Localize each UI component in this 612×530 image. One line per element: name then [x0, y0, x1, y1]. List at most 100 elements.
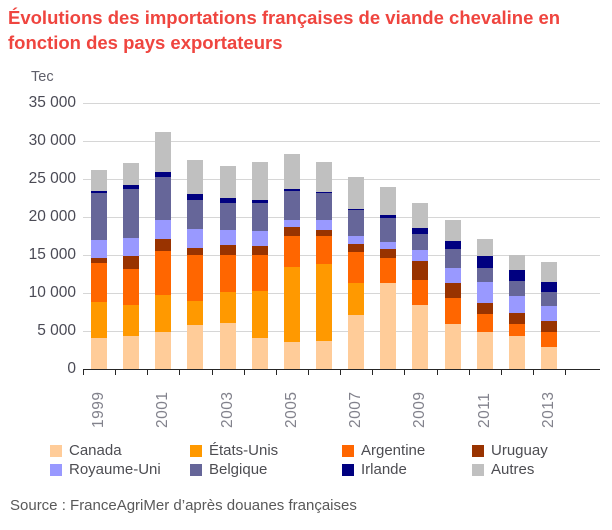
bar-2007: [348, 177, 365, 369]
bar-segment: [251, 231, 268, 247]
legend-label: Uruguay: [491, 442, 548, 459]
bar-segment: [219, 166, 236, 199]
bar-segment: [155, 239, 172, 251]
bar-segment: [508, 254, 525, 270]
legend-label: Royaume-Uni: [69, 461, 161, 478]
legend-item-2: Argentine: [342, 441, 472, 460]
bar-segment: [187, 199, 204, 230]
x-axis-tick: [565, 370, 567, 375]
bar-segment: [283, 190, 300, 220]
legend-label: Argentine: [361, 442, 426, 459]
bar-2012: [508, 254, 525, 369]
legend-swatch: [190, 444, 202, 457]
bar-segment: [380, 258, 397, 284]
y-tick-label: 25 000: [28, 170, 76, 187]
bar-2010: [444, 220, 461, 369]
bar-segment: [123, 335, 140, 369]
bar-segment: [348, 251, 365, 284]
legend-label: Irlande: [361, 461, 407, 478]
x-axis-tick: [404, 370, 406, 375]
legend-item-5: Belgique: [190, 460, 342, 479]
x-axis-line: [83, 369, 600, 370]
x-tick-label-2005: 2005: [282, 391, 300, 428]
x-axis-tick: [533, 370, 534, 375]
legend-item-7: Autres: [472, 460, 548, 479]
bar-segment: [508, 324, 525, 336]
x-axis-tick: [115, 370, 117, 375]
bar-2011: [476, 238, 493, 369]
legend-swatch: [472, 444, 484, 457]
bar-segment: [412, 234, 429, 251]
bar-segment: [283, 227, 300, 237]
x-axis-tick: [308, 370, 309, 375]
gridline: [83, 179, 600, 180]
bar-segment: [541, 321, 557, 333]
bar-segment: [412, 305, 429, 369]
x-axis-tick: [436, 370, 438, 375]
bar-2009: [412, 202, 429, 369]
bar-segment: [123, 184, 140, 190]
legend-item-0: Canada: [50, 441, 190, 460]
bar-segment: [123, 189, 140, 238]
bar-segment: [219, 245, 236, 255]
bar-segment: [348, 177, 365, 209]
bar-segment: [316, 236, 332, 265]
bar-segment: [187, 325, 204, 369]
bar-segment: [508, 269, 525, 282]
bar-segment: [155, 131, 172, 172]
bar-segment: [476, 282, 493, 303]
x-tick-label-2011: 2011: [475, 392, 493, 428]
bar-segment: [541, 306, 557, 322]
legend-item-6: Irlande: [342, 460, 472, 479]
bar-segment: [155, 332, 172, 369]
bar-segment: [91, 302, 107, 338]
bar-segment: [283, 236, 300, 267]
y-tick-label: 30 000: [28, 132, 76, 149]
legend-label: Belgique: [209, 461, 268, 478]
bar-segment: [123, 256, 140, 269]
chart-title-line-2: fonction des pays exportateurs: [8, 32, 283, 53]
bar-segment: [219, 292, 236, 323]
x-axis-tick: [372, 370, 374, 375]
bar-2008: [380, 186, 397, 369]
x-axis-tick: [275, 370, 277, 375]
bar-segment: [283, 153, 300, 190]
gridline: [83, 103, 600, 104]
bar-2000: [123, 162, 140, 369]
gridline: [83, 293, 600, 294]
bar-segment: [91, 169, 107, 192]
bar-segment: [444, 297, 461, 324]
bar-segment: [187, 255, 204, 302]
bar-segment: [412, 227, 429, 235]
bar-segment: [219, 229, 236, 246]
bar-1999: [91, 169, 107, 370]
bar-segment: [444, 283, 461, 298]
bar-segment: [219, 202, 236, 230]
y-tick-label: 15 000: [28, 246, 76, 263]
bar-segment: [380, 215, 397, 218]
bar-segment: [444, 323, 461, 369]
x-axis-tick: [147, 370, 149, 375]
bar-segment: [444, 249, 461, 268]
bar-segment: [316, 161, 332, 192]
bar-segment: [348, 283, 365, 315]
y-tick-label: 0: [67, 360, 76, 377]
x-axis-tick: [243, 370, 245, 375]
bar-segment: [251, 337, 268, 369]
bar-segment: [476, 268, 493, 283]
gridline: [83, 255, 600, 256]
bar-segment: [541, 332, 557, 348]
legend-swatch: [50, 463, 62, 476]
legend: Canada États-Unis Argentine Uruguay Royaume-…: [50, 441, 548, 479]
x-axis-tick: [211, 370, 213, 375]
y-tick-label: 35 000: [28, 94, 76, 111]
bar-segment: [187, 160, 204, 195]
bar-segment: [476, 332, 493, 369]
bar-segment: [380, 283, 397, 369]
bar-segment: [508, 295, 525, 313]
bar-segment: [348, 314, 365, 369]
x-axis-tick: [83, 370, 84, 375]
bar-segment: [380, 241, 397, 250]
bar-segment: [541, 347, 557, 369]
bar-segment: [348, 243, 365, 252]
